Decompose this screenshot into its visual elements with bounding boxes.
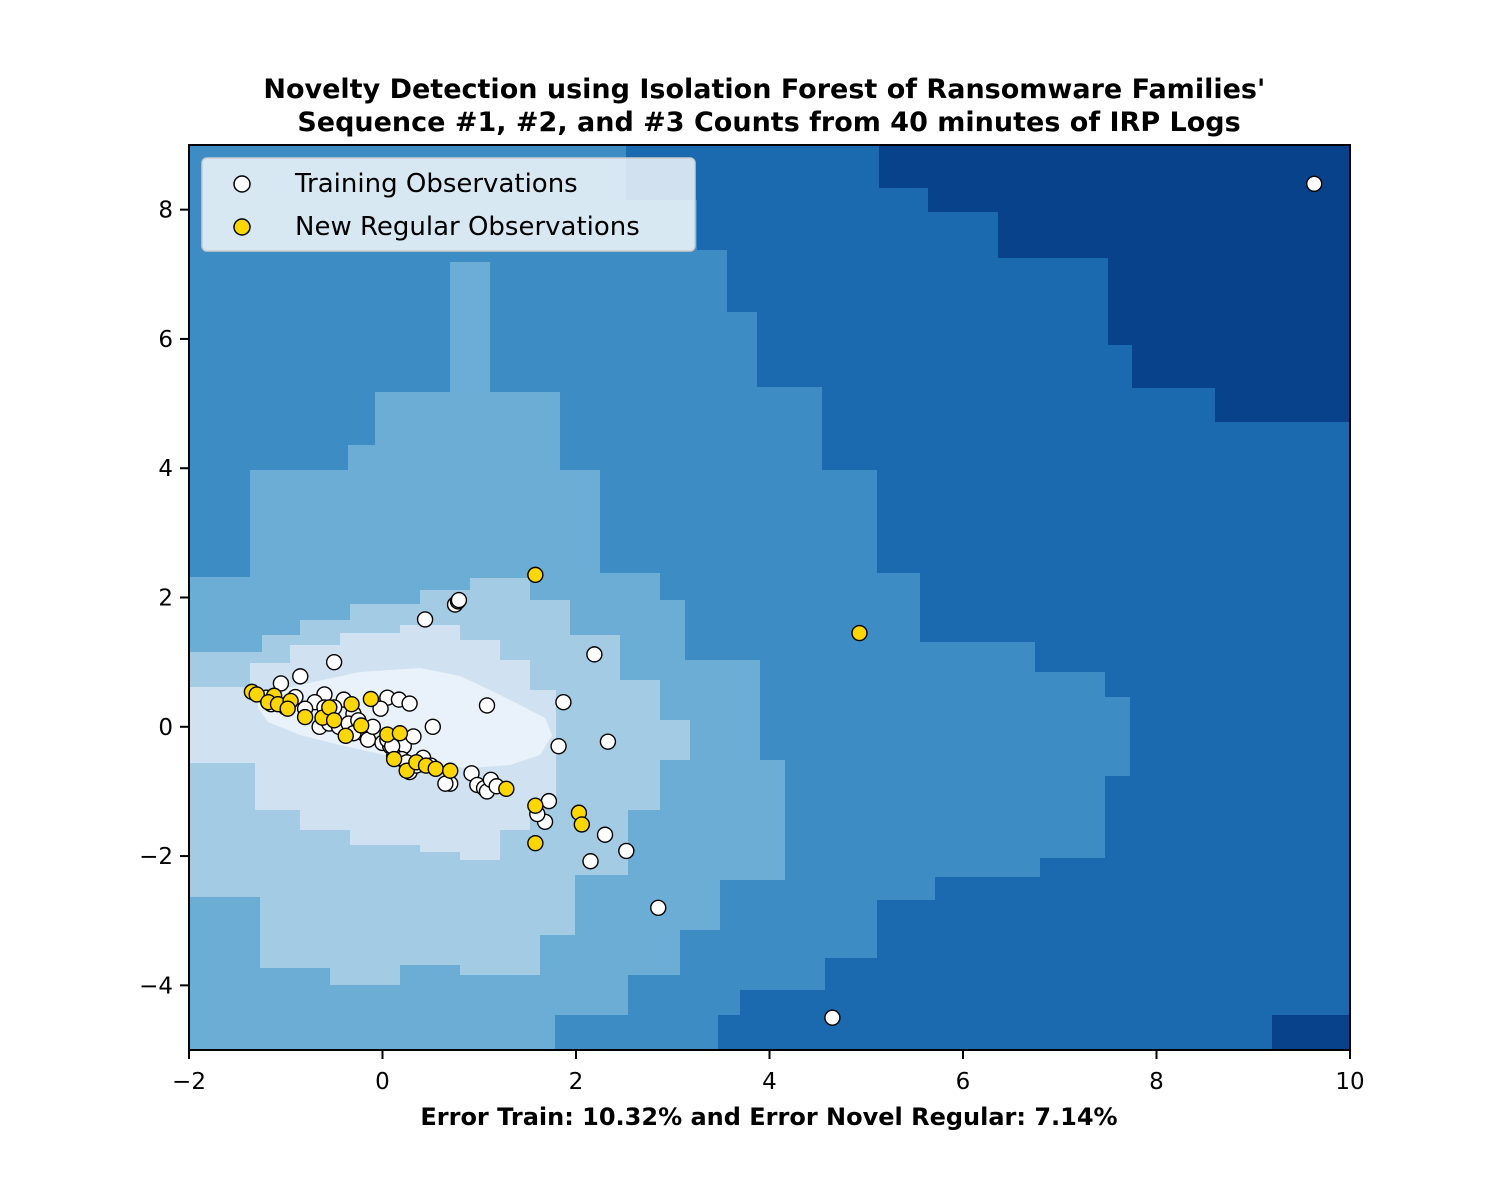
new-regular-point <box>343 695 360 713</box>
new-regular-point <box>391 725 409 742</box>
training-point <box>555 694 572 711</box>
new-regular-point <box>427 760 444 778</box>
legend: Training Observations New Regular Observ… <box>201 157 696 252</box>
training-point <box>599 733 617 750</box>
new-regular-point <box>573 816 591 833</box>
training-point <box>540 792 558 810</box>
y-tick-label: 0 <box>158 715 173 741</box>
training-point <box>586 646 603 663</box>
new-regular-point <box>296 708 314 726</box>
y-axis: −4 −2 0 2 4 6 8 <box>139 198 189 999</box>
legend-marker-new-regular <box>233 218 251 236</box>
new-regular-point <box>527 834 544 852</box>
y-tick-label: 8 <box>158 198 173 224</box>
x-axis-label: Error Train: 10.32% and Error Novel Regu… <box>420 1103 1117 1131</box>
y-tick-label: 4 <box>158 456 173 482</box>
training-point <box>416 611 434 628</box>
training-point <box>824 1009 841 1026</box>
new-regular-point <box>442 762 459 779</box>
training-point <box>650 899 667 916</box>
new-regular-point <box>279 700 296 717</box>
training-point <box>272 675 290 692</box>
legend-marker-training <box>233 175 251 193</box>
new-regular-point <box>353 717 370 734</box>
legend-box <box>201 157 696 252</box>
legend-label-training: Training Observations <box>294 169 578 199</box>
training-point <box>405 728 422 745</box>
training-point <box>424 718 442 735</box>
x-tick-label: 0 <box>375 1069 390 1095</box>
x-tick-label: 4 <box>762 1069 777 1095</box>
training-point <box>618 842 635 860</box>
new-regular-point <box>325 712 343 729</box>
new-regular-point <box>337 727 354 745</box>
x-tick-label: 6 <box>956 1069 971 1095</box>
training-point <box>372 700 389 717</box>
x-axis: −2 0 2 4 6 8 10 <box>172 1050 1365 1095</box>
new-regular-point <box>385 750 403 768</box>
training-point <box>450 591 468 609</box>
new-regular-point <box>362 690 380 708</box>
new-regular-point <box>248 686 265 703</box>
new-regular-point <box>527 797 544 814</box>
y-tick-label: −4 <box>139 973 173 999</box>
legend-label-new-regular: New Regular Observations <box>295 212 640 242</box>
x-tick-label: 8 <box>1149 1069 1164 1095</box>
training-point <box>596 826 614 843</box>
new-regular-point <box>851 624 868 642</box>
training-point <box>325 653 343 671</box>
series-new-regular-observations <box>243 566 868 852</box>
decision-function-contour <box>189 145 1350 1050</box>
training-point <box>401 695 418 712</box>
y-tick-label: 6 <box>158 327 173 353</box>
x-tick-label: 2 <box>569 1069 584 1095</box>
chart-title: Novelty Detection using Isolation Forest… <box>263 74 1274 138</box>
x-tick-label: 10 <box>1335 1069 1364 1095</box>
chart-title-line-2: Sequence #1, #2, and #3 Counts from 40 m… <box>297 107 1240 138</box>
training-point <box>550 737 567 755</box>
x-tick-label: −2 <box>172 1069 206 1095</box>
contour-level-darkest <box>879 145 1350 422</box>
new-regular-point <box>527 566 544 584</box>
chart-title-line-1: Novelty Detection using Isolation Forest… <box>263 74 1265 105</box>
y-tick-label: −2 <box>139 844 173 870</box>
training-point <box>478 697 496 714</box>
training-point <box>582 853 599 870</box>
training-point <box>292 668 309 685</box>
y-tick-label: 2 <box>158 586 173 612</box>
contour-level-darkest-corner <box>1272 1015 1350 1050</box>
new-regular-point <box>498 780 515 798</box>
training-point <box>1306 175 1323 192</box>
